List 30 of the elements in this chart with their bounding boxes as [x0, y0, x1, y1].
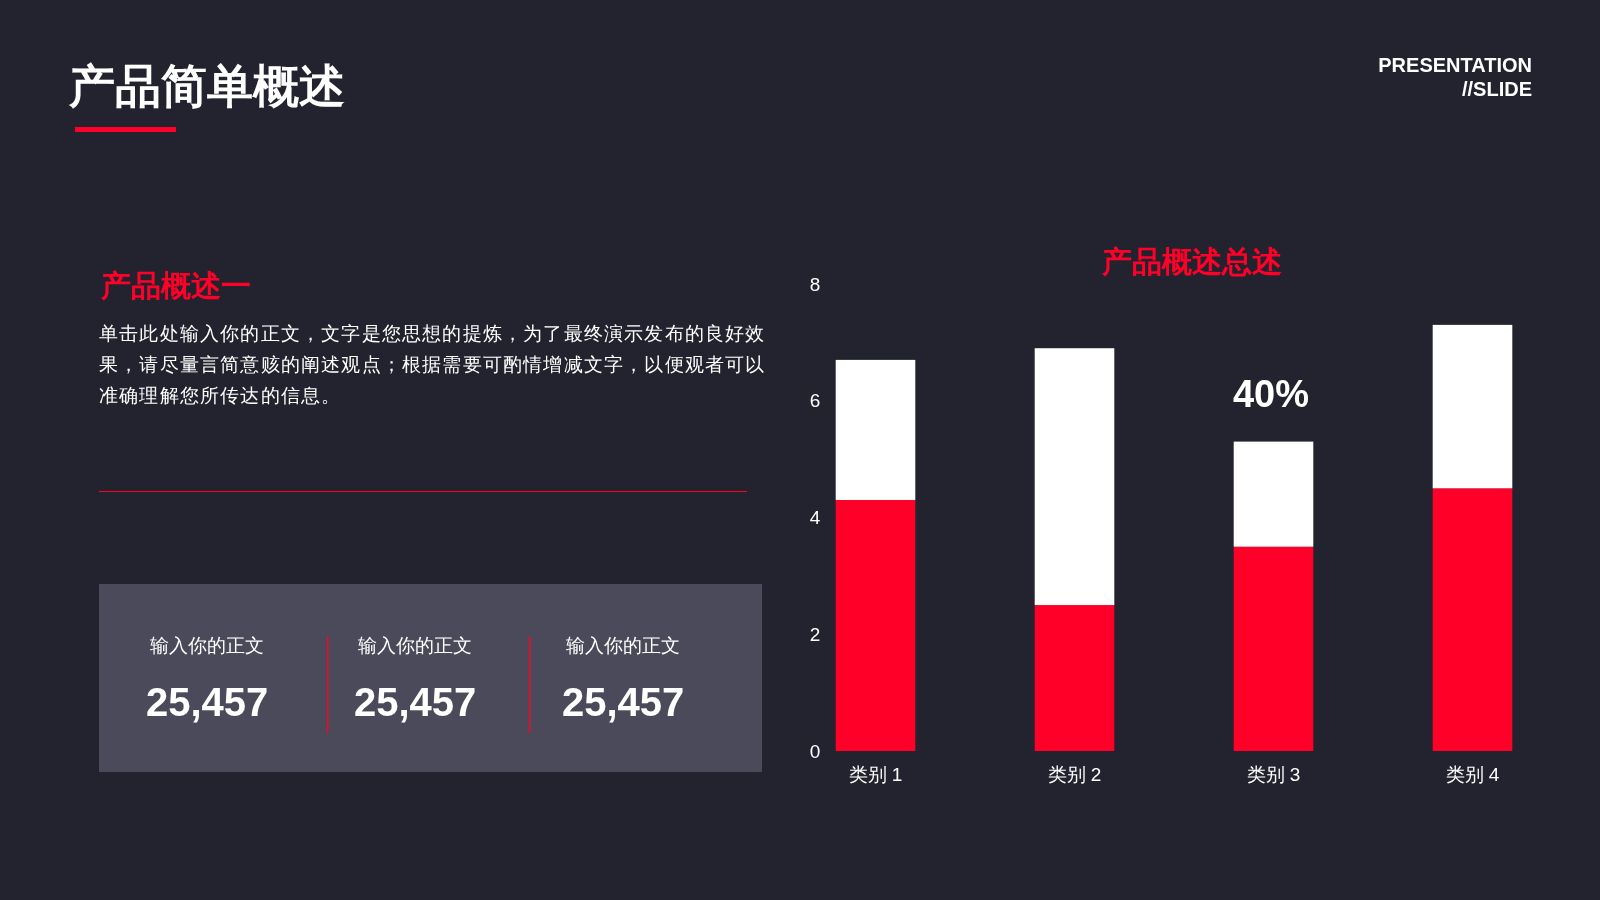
bar: [1233, 546, 1314, 751]
annotation: 40%: [1232, 373, 1310, 415]
x-tick-label: 类别 2: [1047, 764, 1102, 785]
x-tick-label: 类别 1: [848, 764, 903, 785]
text: 产品概述一: [100, 269, 251, 302]
x-tick-label: 类别 4: [1445, 764, 1500, 785]
bar: [1034, 348, 1115, 606]
chart-title: 产品概述总述: [1101, 245, 1282, 278]
text: PRESENTATION: [1378, 54, 1532, 76]
text: //SLIDE: [1461, 78, 1532, 100]
text: 25,457: [562, 680, 685, 724]
text: 25,457: [354, 680, 477, 724]
bar: [835, 499, 916, 751]
text: 输入你的正文: [150, 635, 264, 656]
text: 产品简单概述: [68, 60, 345, 112]
y-tick-label: 0: [809, 740, 821, 762]
text: 输入你的正文: [566, 635, 680, 656]
text: 25,457: [146, 680, 269, 724]
text: 输入你的正文: [358, 635, 472, 656]
text: 单击此处输入你的正文，文字是您思想的提炼，为了最终演示发布的良好效果，请尽量言简意赅的阐述观点；根据需要可酌情增减文字，以便观者可以准确理解您所传达的信息。: [99, 322, 767, 408]
bar: [1233, 441, 1314, 547]
bar: [835, 359, 916, 500]
x-tick-label: 类别 3: [1246, 764, 1301, 785]
y-tick-label: 4: [809, 507, 821, 529]
y-tick-label: 6: [809, 390, 821, 412]
bar: [1432, 488, 1513, 751]
bar: [1034, 605, 1115, 751]
y-tick-label: 2: [809, 623, 821, 645]
y-tick-label: 8: [809, 273, 821, 295]
bar: [1432, 324, 1513, 489]
